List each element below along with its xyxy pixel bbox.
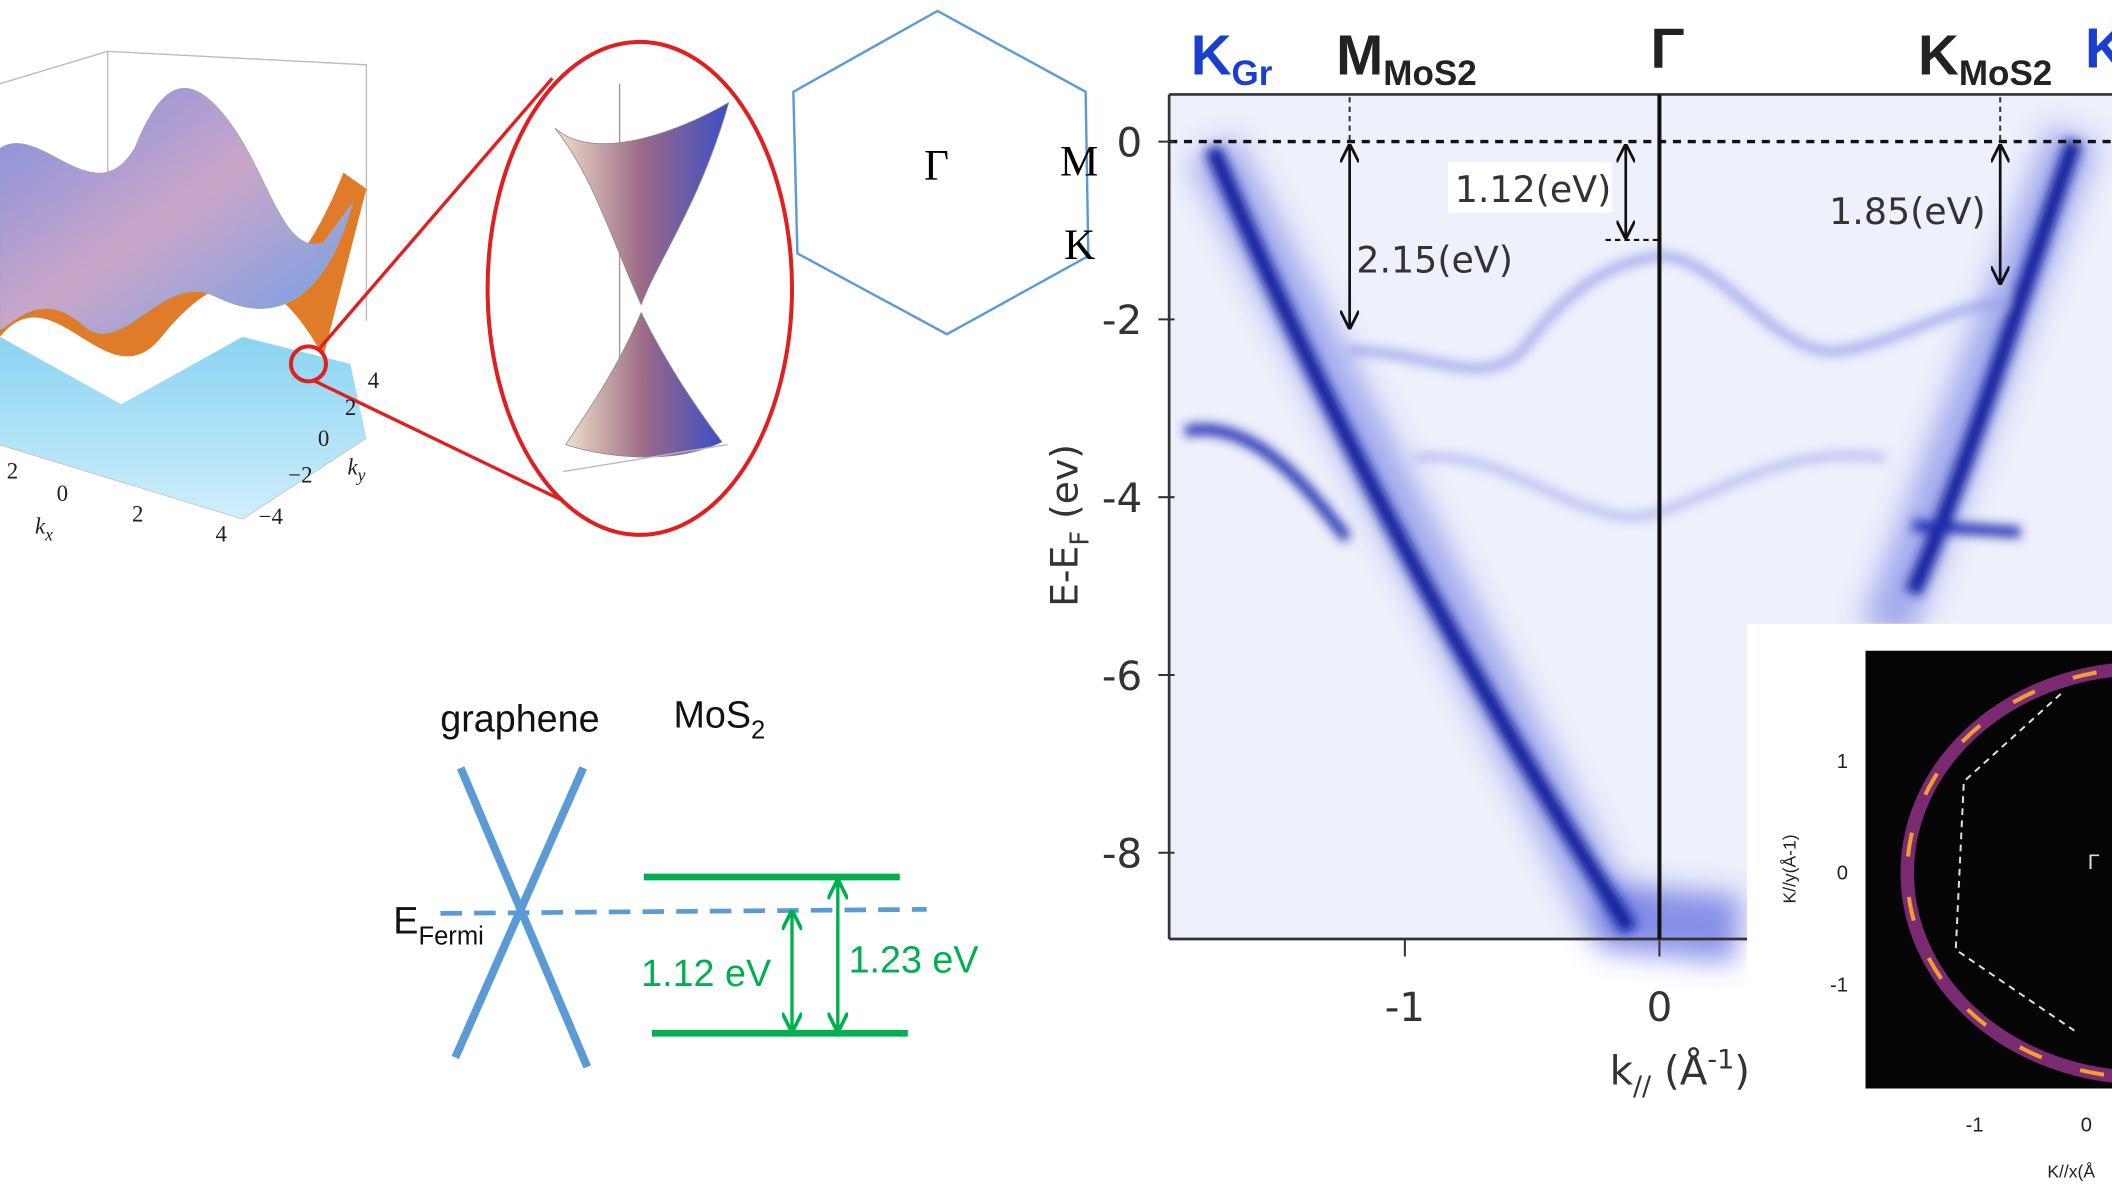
gamma-label: Γ <box>2088 849 2100 874</box>
y-tick-label: 0 <box>318 426 329 451</box>
gap-label: 1.23 eV <box>849 939 979 981</box>
label-sub: y <box>356 465 366 485</box>
label-sub: MoS2 <box>1959 54 2052 93</box>
y-tick-label: −4 <box>259 504 284 529</box>
x-tick-label: -1 <box>1966 1115 1984 1137</box>
y-tick-label: 0 <box>1837 863 1848 885</box>
y-tick-label: -6 <box>1102 652 1142 700</box>
x-tick-label: 0 <box>1647 983 1673 1031</box>
label-main: E <box>393 900 418 942</box>
m-label: MMoS2 <box>1336 23 1477 93</box>
x-tick-label: 4 <box>216 522 228 547</box>
label-main: K <box>1191 23 1232 86</box>
label-sub: 2 <box>751 716 765 744</box>
inset: Γ 1 0 -1 -1 0 K//y(Å-1) K//x(Å <box>1747 624 2112 1187</box>
gap-label: 1.85(eV) <box>1829 190 1986 233</box>
x-axis-label: K//x(Å <box>2047 1161 2095 1181</box>
label-main: E-E <box>1043 546 1087 607</box>
y-tick-label: -8 <box>1102 830 1142 878</box>
fermi-level <box>440 909 926 913</box>
dirac-line <box>461 768 588 1067</box>
x-axis-label: kx <box>35 514 53 545</box>
brillouin-zone: Γ M K <box>793 11 1098 334</box>
graphene-label: graphene <box>440 698 599 740</box>
fermi-label: EFermi <box>393 900 484 951</box>
label-main: k <box>1610 1046 1634 1094</box>
y-tick-label: 1 <box>1837 751 1848 773</box>
x-tick-label: 2 <box>7 458 18 483</box>
label-sub: F <box>1065 531 1095 546</box>
y-tick-label: −2 <box>288 462 312 487</box>
x-tick-label: 0 <box>2081 1115 2092 1137</box>
x-tick-label: -1 <box>1385 983 1425 1031</box>
gap-label: 1.12(eV) <box>1455 168 1612 211</box>
label-sub: Fermi <box>418 922 483 950</box>
gamma-label: Γ <box>1651 17 1685 80</box>
label-sub: Gr <box>1232 54 1273 93</box>
lower-band <box>0 337 366 519</box>
dirac-cone-zoom <box>488 42 792 535</box>
label-main: MoS <box>673 694 751 736</box>
label-sub: MoS2 <box>1383 54 1476 93</box>
y-tick-label: 2 <box>345 395 356 420</box>
m-label: M <box>1060 138 1098 185</box>
label-main: M <box>1336 23 1383 86</box>
label-rest: (ev) <box>1043 444 1087 531</box>
gap-label: 2.15(eV) <box>1356 238 1513 281</box>
label-sub: // <box>1633 1071 1652 1102</box>
band-alignment: graphene MoS2 EFermi 1.12 eV 1.23 eV <box>393 694 978 1067</box>
y-tick-label: 0 <box>1117 118 1143 166</box>
label-sup: -1 <box>1707 1044 1734 1075</box>
label-mid: (Å <box>1651 1046 1708 1094</box>
label-main: K <box>1918 23 1959 86</box>
y-axis-label: E-EF (ev) <box>1043 444 1096 607</box>
k-gr-label: K <box>2085 17 2112 80</box>
label-sub: x <box>44 524 53 544</box>
y-axis-label: ky <box>348 454 366 485</box>
x-tick-label: 0 <box>57 481 68 506</box>
y-axis-label: K//y(Å-1) <box>1779 834 1799 903</box>
x-axis-label: k// (Å-1) <box>1610 1044 1750 1102</box>
x-tick-label: 2 <box>132 501 143 526</box>
gap-label: 1.12 eV <box>641 952 771 994</box>
y-tick-label: -2 <box>1102 296 1142 344</box>
k-gr-label: KGr <box>1191 23 1273 93</box>
slide: 2 0 2 4 4 2 0 −2 −4 kx ky Γ M K graphene… <box>0 0 2112 1187</box>
y-tick-label: -4 <box>1102 474 1142 522</box>
y-tick-label: 4 <box>368 368 380 393</box>
k-label: K <box>1064 222 1095 269</box>
mos2-label: MoS2 <box>673 694 765 745</box>
y-tick-label: -1 <box>1830 975 1848 997</box>
gamma-label: Γ <box>924 142 949 189</box>
k-mos2-label: KMoS2 <box>1918 23 2052 93</box>
